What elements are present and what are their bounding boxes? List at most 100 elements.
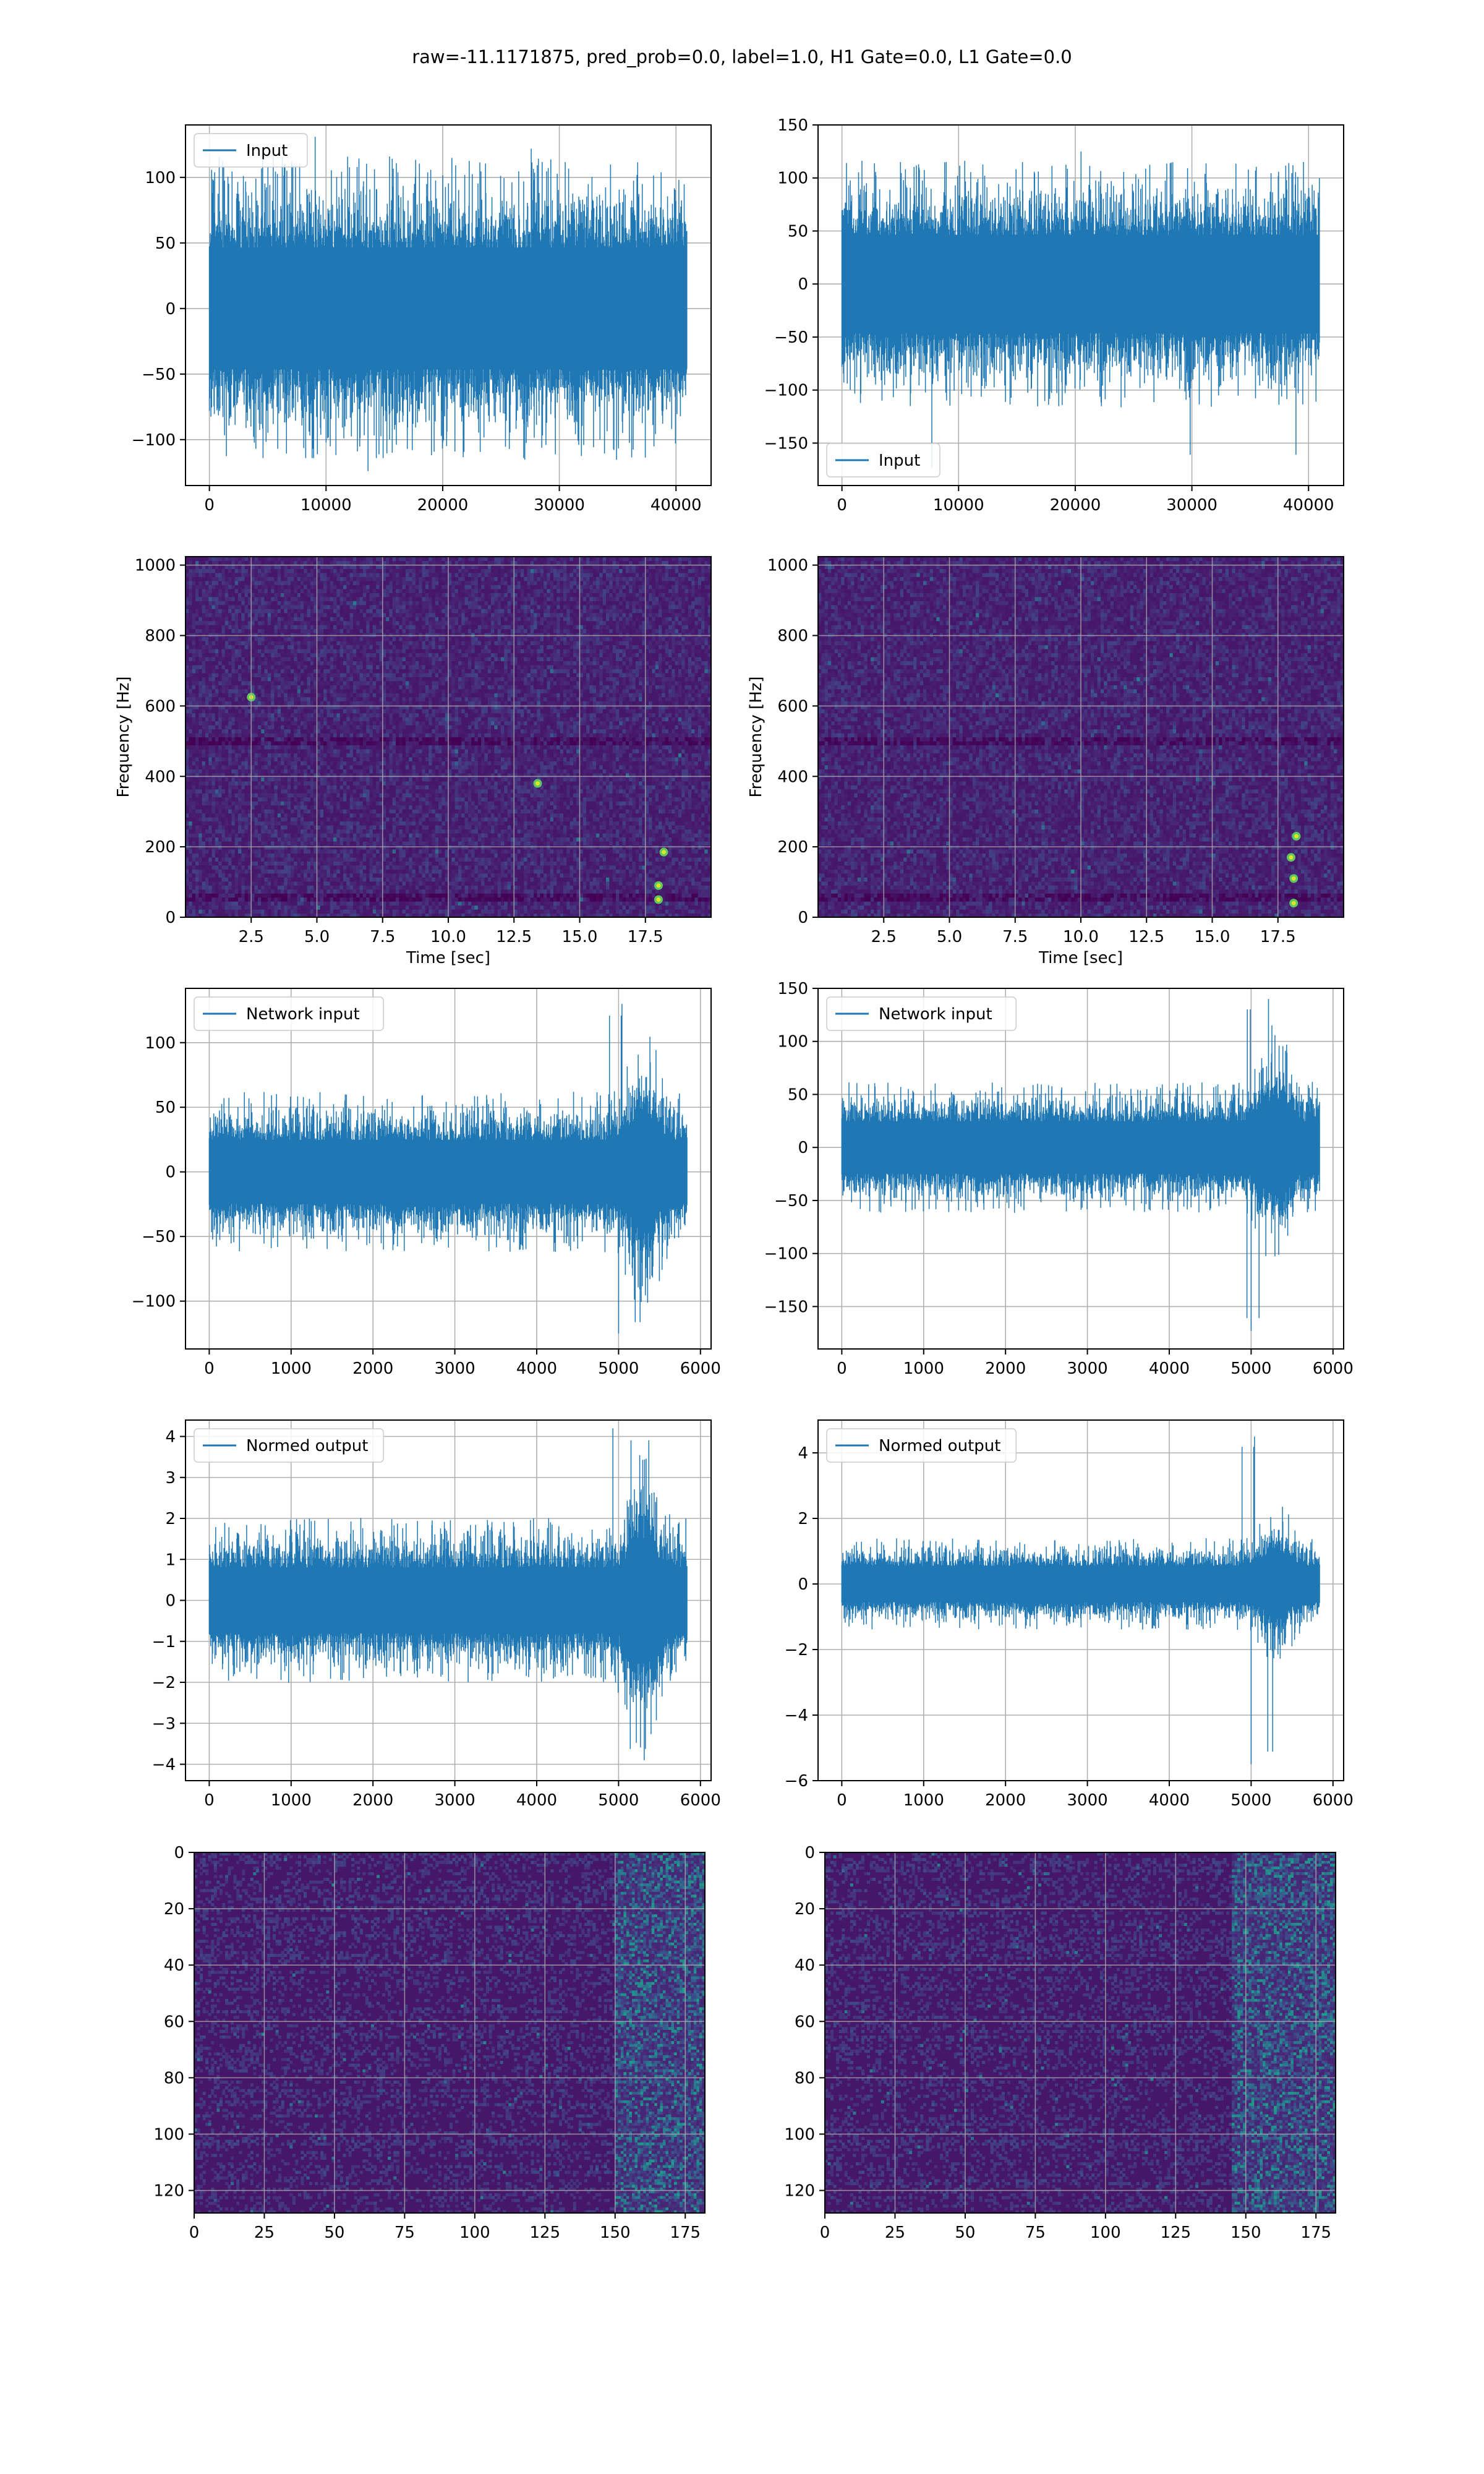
heatmap-cell <box>464 877 469 882</box>
heatmap-cell <box>320 833 324 838</box>
heatmap-cell <box>356 853 360 858</box>
heatmap-cell <box>366 913 370 918</box>
heatmap-cell <box>507 861 511 866</box>
heatmap-cell <box>386 801 390 806</box>
heatmap-cell <box>652 821 656 826</box>
heatmap-cell <box>592 909 597 914</box>
heatmap-cell <box>635 889 639 894</box>
heatmap-cell <box>596 845 600 850</box>
heatmap-cell <box>599 869 603 874</box>
heatmap-cell <box>566 833 571 838</box>
heatmap-cell <box>606 913 610 918</box>
heatmap-cell <box>563 829 567 834</box>
heatmap-cell <box>652 905 656 910</box>
heatmap-cell <box>445 825 449 830</box>
heatmap-cell <box>313 805 318 810</box>
heatmap-cell <box>336 849 341 854</box>
heatmap-cell <box>569 873 574 878</box>
heatmap-cell <box>655 857 659 862</box>
heatmap-cell <box>678 893 682 898</box>
heatmap-cell <box>665 797 669 802</box>
heatmap-cell <box>186 809 189 814</box>
heatmap-cell <box>560 909 564 914</box>
heatmap-cell <box>333 825 337 830</box>
heatmap-cell <box>271 913 275 918</box>
heatmap-cell <box>369 905 373 910</box>
heatmap-cell <box>448 813 452 818</box>
heatmap-cell <box>432 793 436 798</box>
heatmap-cell <box>596 881 600 886</box>
heatmap-cell <box>691 893 696 898</box>
heatmap-cell <box>405 853 409 858</box>
heatmap-cell <box>264 909 268 914</box>
heatmap-cell <box>484 901 488 906</box>
heatmap-cell <box>392 865 396 870</box>
heatmap-cell <box>326 869 331 874</box>
heatmap-cell <box>274 913 278 918</box>
heatmap-cell <box>192 861 196 866</box>
heatmap-cell <box>419 905 423 910</box>
heatmap-cell <box>615 837 620 842</box>
heatmap-cell <box>192 909 196 914</box>
heatmap-cell <box>261 913 265 918</box>
heatmap-cell <box>362 801 367 806</box>
heatmap-cell <box>323 865 328 870</box>
heatmap-cell <box>629 849 633 854</box>
heatmap-cell <box>461 841 466 845</box>
heatmap-cell <box>376 833 380 838</box>
heatmap-cell <box>376 881 380 886</box>
heatmap-cell <box>576 853 581 858</box>
heatmap-cell <box>304 913 308 918</box>
heatmap-cell <box>402 825 406 830</box>
heatmap-cell <box>304 857 308 862</box>
heatmap-cell <box>409 793 413 798</box>
heatmap-cell <box>382 845 386 850</box>
heatmap-cell <box>635 885 639 890</box>
heatmap-cell <box>419 809 423 814</box>
heatmap-cell <box>454 913 459 918</box>
heatmap-cell <box>586 885 591 890</box>
heatmap-cell <box>215 881 219 886</box>
heatmap-cell <box>606 801 610 806</box>
heatmap-cell <box>691 869 696 874</box>
heatmap-cell <box>524 793 528 798</box>
heatmap-cell <box>432 817 436 822</box>
heatmap-cell <box>247 805 252 810</box>
heatmap-cell <box>402 841 406 845</box>
heatmap-cell <box>684 909 689 914</box>
heatmap-cell <box>445 909 449 914</box>
heatmap-cell <box>694 905 699 910</box>
heatmap-cell <box>547 841 551 845</box>
heatmap-cell <box>336 817 341 822</box>
heatmap-cell <box>208 885 213 890</box>
heatmap-cell <box>399 837 403 842</box>
heatmap-cell <box>510 801 514 806</box>
heatmap-cell <box>277 805 281 810</box>
heatmap-cell <box>477 821 482 826</box>
heatmap-cell <box>566 865 571 870</box>
heatmap-cell <box>274 897 278 902</box>
heatmap-cell <box>612 841 616 845</box>
heatmap-cell <box>491 913 495 918</box>
heatmap-cell <box>582 837 587 842</box>
heatmap-cell <box>313 841 318 845</box>
heatmap-cell <box>356 793 360 798</box>
heatmap-cell <box>307 897 311 902</box>
heatmap-cell <box>454 833 459 838</box>
heatmap-cell <box>343 909 347 914</box>
heatmap-cell <box>504 809 508 814</box>
heatmap-cell <box>392 901 396 906</box>
heatmap-cell <box>659 893 662 898</box>
heatmap-cell <box>524 873 528 878</box>
heatmap-cell <box>474 877 479 882</box>
heatmap-cell <box>267 805 271 810</box>
heatmap-cell <box>566 857 571 862</box>
heatmap-cell <box>241 861 245 866</box>
heatmap-cell <box>392 905 396 910</box>
heatmap-cell <box>639 905 643 910</box>
heatmap-cell <box>514 805 518 810</box>
heatmap-cell <box>530 793 534 798</box>
heatmap-cell <box>514 801 518 806</box>
heatmap-cell <box>257 849 262 854</box>
heatmap-cell <box>629 881 633 886</box>
